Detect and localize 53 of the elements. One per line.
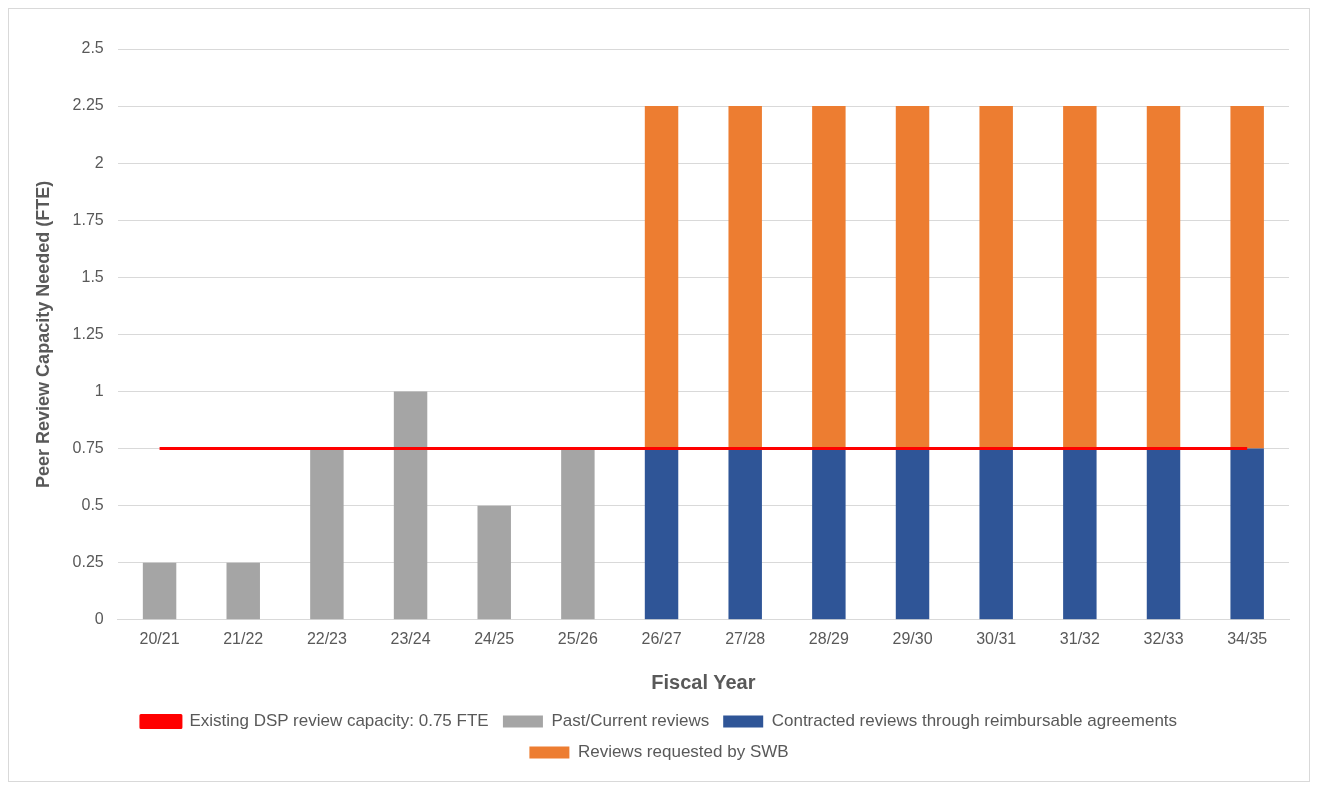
x-tick-label: 28/29	[808, 629, 849, 647]
bar	[979, 106, 1013, 449]
y-tick-label: 1	[94, 381, 104, 399]
bar	[728, 106, 762, 449]
bar	[142, 562, 177, 620]
bar	[393, 391, 428, 620]
bar	[1146, 106, 1181, 449]
x-tick-label: 23/24	[390, 629, 431, 647]
bar	[979, 448, 1013, 620]
bar	[812, 106, 846, 449]
bar	[226, 562, 260, 620]
bar	[1146, 448, 1181, 620]
bar	[310, 448, 344, 620]
y-tick-label: 1.25	[72, 324, 104, 342]
x-axis-title: Fiscal Year	[651, 670, 756, 693]
x-tick-label: 21/22	[223, 629, 264, 647]
y-tick-label: 0	[94, 610, 104, 628]
bar	[812, 448, 846, 620]
legend-label: Reviews requested by SWB	[577, 742, 789, 762]
x-tick-label: 32/33	[1143, 629, 1184, 647]
bar	[561, 448, 595, 620]
bar	[895, 448, 930, 620]
bar	[1063, 106, 1097, 449]
x-tick-label: 31/32	[1059, 629, 1100, 647]
y-axis-title: Peer Review Capacity Needed (FTE)	[32, 180, 53, 488]
x-tick-label: 25/26	[557, 629, 598, 647]
y-tick-label: 2	[94, 153, 104, 171]
x-tick-label: 30/31	[976, 629, 1017, 647]
y-tick-label: 0.5	[81, 496, 104, 514]
x-tick-label: 34/35	[1227, 629, 1268, 647]
x-tick-label: 27/28	[725, 629, 766, 647]
bar	[477, 505, 511, 620]
legend-label: Contracted reviews through reimbursable agreements	[771, 711, 1178, 731]
y-tick-label: 1.5	[81, 267, 104, 285]
y-tick-label: 0.25	[72, 553, 104, 571]
bar	[644, 448, 679, 620]
legend-label: Past/Current reviews	[551, 711, 710, 731]
bar	[1230, 448, 1264, 620]
x-tick-label: 22/23	[306, 629, 348, 647]
x-tick-label: 26/27	[641, 629, 682, 647]
y-tick-label: 2.5	[81, 39, 104, 57]
y-tick-label: 2.25	[72, 96, 104, 114]
bar	[728, 448, 762, 620]
bar	[1230, 106, 1264, 449]
legend-label: Existing DSP review capacity: 0.75 FTE	[189, 711, 489, 731]
y-tick-label: 0.75	[72, 438, 104, 456]
x-tick-label: 20/21	[139, 629, 180, 647]
bar	[644, 106, 679, 449]
bar	[1063, 448, 1097, 620]
bar	[895, 106, 930, 449]
x-tick-label: 29/30	[892, 629, 933, 647]
x-tick-label: 24/25	[474, 629, 515, 647]
y-tick-label: 1.75	[72, 210, 104, 228]
